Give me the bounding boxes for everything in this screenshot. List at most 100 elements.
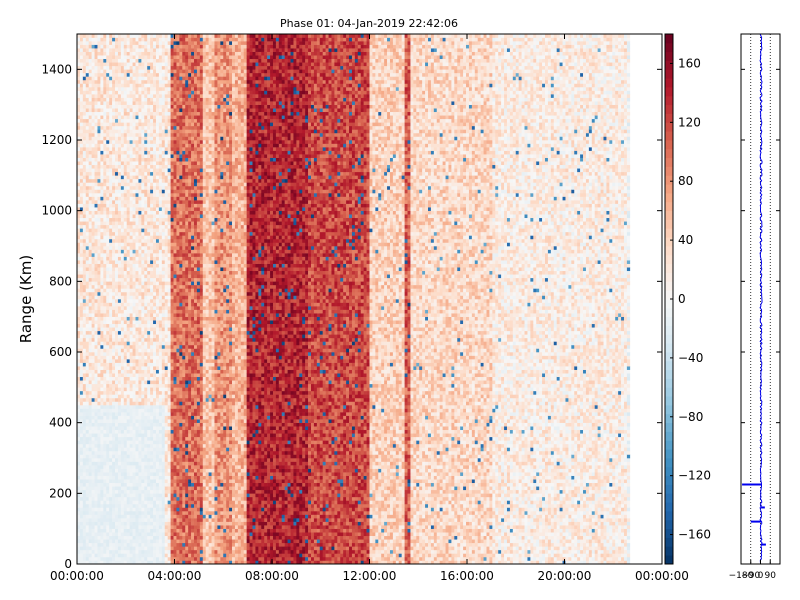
heatmap-cell xyxy=(86,158,89,162)
heatmap-cell xyxy=(97,454,100,458)
heatmap-cell xyxy=(115,133,118,137)
heatmap-cell xyxy=(118,306,121,310)
heatmap-cell xyxy=(115,539,118,543)
heatmap-cell xyxy=(127,211,130,215)
heatmap-cell xyxy=(165,112,168,116)
heatmap-cell xyxy=(141,257,144,261)
heatmap-cell xyxy=(130,370,133,374)
heatmap-cell xyxy=(97,235,100,239)
heatmap-cell xyxy=(115,515,118,519)
heatmap-cell xyxy=(168,48,171,52)
heatmap-cell xyxy=(106,515,109,519)
heatmap-cell xyxy=(121,454,124,458)
heatmap-cell xyxy=(147,122,150,126)
heatmap-cell xyxy=(130,500,133,504)
heatmap-cell xyxy=(147,532,150,536)
heatmap-cell xyxy=(156,225,159,229)
heatmap-cell xyxy=(133,197,136,201)
heatmap-cell xyxy=(133,412,136,416)
heatmap-cell xyxy=(83,257,86,261)
heatmap-cell xyxy=(133,380,136,384)
heatmap-cell xyxy=(127,204,130,208)
heatmap-cell xyxy=(162,391,165,395)
heatmap-cell xyxy=(118,515,121,519)
heatmap-cell xyxy=(106,469,109,473)
heatmap-cell xyxy=(153,511,156,515)
heatmap-cell xyxy=(89,345,92,349)
heatmap-cell xyxy=(141,440,144,444)
heatmap-cell xyxy=(115,345,118,349)
heatmap-cell xyxy=(106,454,109,458)
heatmap-cell xyxy=(141,479,144,483)
heatmap-cell xyxy=(97,228,100,232)
heatmap-cell xyxy=(97,299,100,303)
heatmap-cell xyxy=(141,211,144,215)
heatmap-cell xyxy=(89,193,92,197)
heatmap-cell xyxy=(127,200,130,204)
heatmap-cell xyxy=(112,504,115,508)
heatmap-cell xyxy=(118,373,121,377)
heatmap-cell xyxy=(103,373,106,377)
heatmap-cell xyxy=(159,34,162,38)
heatmap-cell xyxy=(141,250,144,254)
heatmap-cell xyxy=(109,500,112,504)
heatmap-cell xyxy=(153,366,156,370)
heatmap-cell xyxy=(171,511,174,515)
heatmap-cell xyxy=(127,423,130,427)
heatmap-cell xyxy=(168,55,171,59)
heatmap-cell xyxy=(147,370,150,374)
heatmap-cell xyxy=(124,310,127,314)
heatmap-cell xyxy=(156,239,159,243)
heatmap-cell xyxy=(147,41,150,45)
heatmap-cell xyxy=(89,483,92,487)
heatmap-cell xyxy=(168,497,171,501)
heatmap-cell xyxy=(127,66,130,70)
heatmap-cell xyxy=(171,465,174,469)
heatmap-cell xyxy=(112,462,115,466)
heatmap-cell xyxy=(171,267,174,271)
heatmap-cell xyxy=(171,119,174,123)
heatmap-cell xyxy=(168,401,171,405)
heatmap-cell xyxy=(118,73,121,77)
heatmap-cell xyxy=(95,303,98,307)
heatmap-cell xyxy=(118,186,121,190)
heatmap-cell xyxy=(133,122,136,126)
heatmap-cell xyxy=(86,522,89,526)
heatmap-cell xyxy=(150,525,153,529)
heatmap-cell xyxy=(144,380,147,384)
heatmap-cell xyxy=(86,62,89,66)
heatmap-cell xyxy=(136,394,139,398)
heatmap-cell xyxy=(159,384,162,388)
heatmap-cell xyxy=(100,83,103,87)
heatmap-cell xyxy=(165,98,168,102)
heatmap-cell xyxy=(136,186,139,190)
heatmap-cell xyxy=(156,264,159,268)
heatmap-cell xyxy=(95,507,98,511)
heatmap-cell xyxy=(136,345,139,349)
heatmap-cell xyxy=(121,327,124,331)
heatmap-cell xyxy=(83,504,86,508)
heatmap-cell xyxy=(138,193,141,197)
heatmap-cell xyxy=(147,264,150,268)
heatmap-cell xyxy=(89,48,92,52)
heatmap-cell xyxy=(153,451,156,455)
heatmap-cell xyxy=(133,250,136,254)
heatmap-cell xyxy=(165,246,168,250)
heatmap-cell xyxy=(150,476,153,480)
heatmap-cell xyxy=(121,69,124,73)
heatmap-cell xyxy=(97,440,100,444)
heatmap-cell xyxy=(159,401,162,405)
heatmap-cell xyxy=(171,490,174,494)
heatmap-cell xyxy=(100,529,103,533)
heatmap-cell xyxy=(147,401,150,405)
heatmap-cell xyxy=(89,352,92,356)
heatmap-cell xyxy=(83,317,86,321)
heatmap-cell xyxy=(115,242,118,246)
heatmap-cell xyxy=(112,345,115,349)
heatmap-cell xyxy=(80,529,83,533)
heatmap-cell xyxy=(153,144,156,148)
heatmap-cell xyxy=(156,454,159,458)
heatmap-cell xyxy=(168,271,171,275)
heatmap-cell xyxy=(115,398,118,402)
heatmap-cell xyxy=(92,557,95,561)
